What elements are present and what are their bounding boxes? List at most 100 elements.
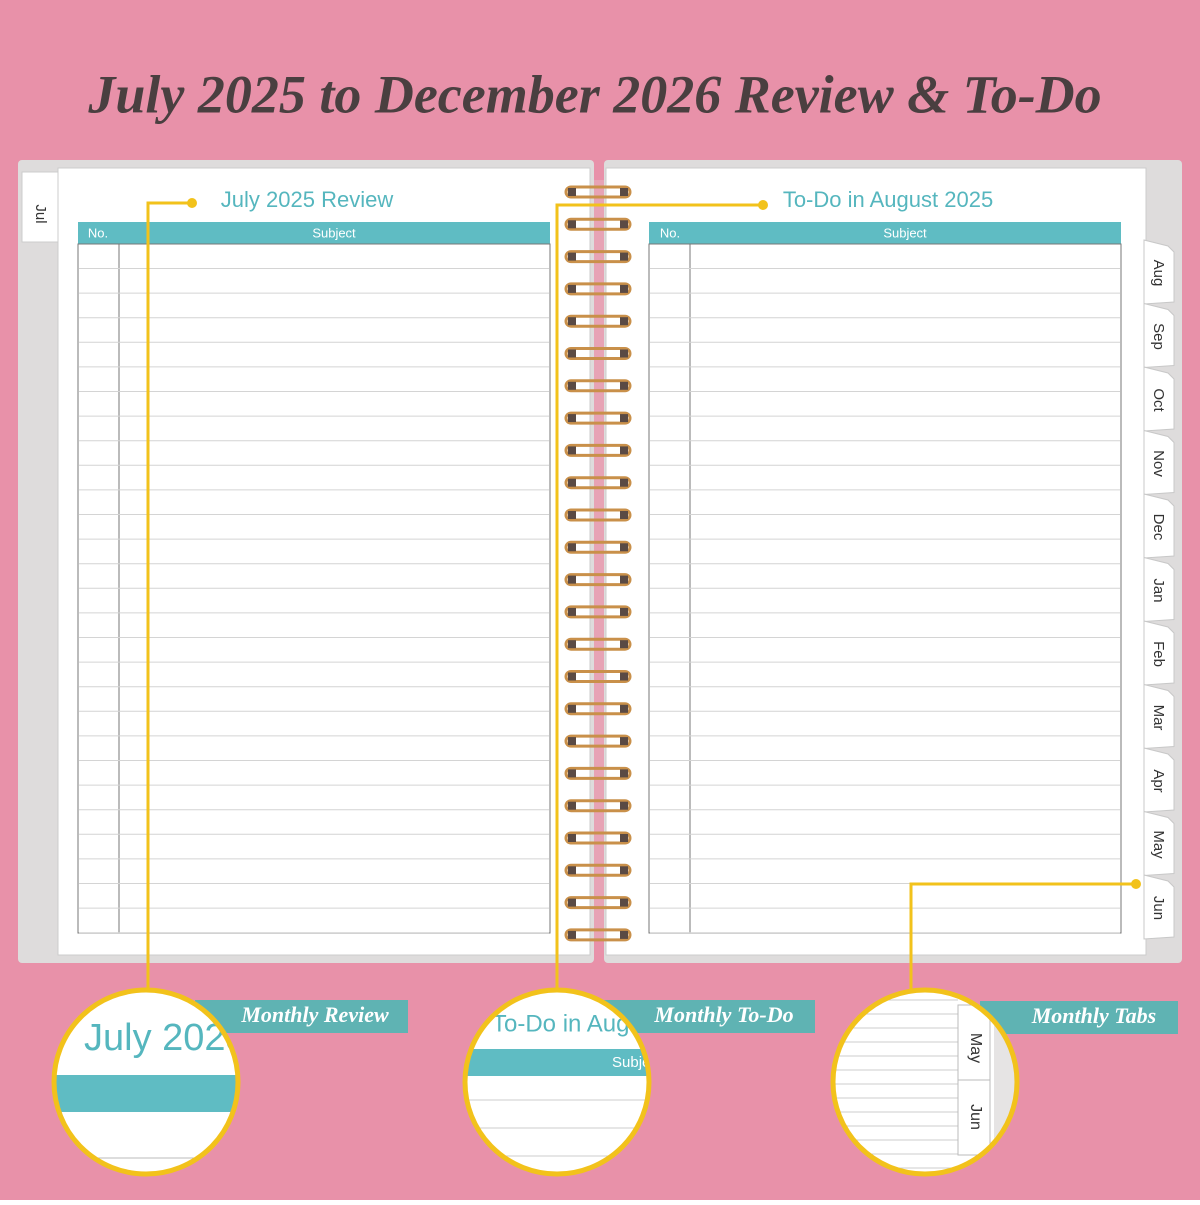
coil-hole — [620, 866, 628, 875]
coil-hole — [620, 381, 628, 390]
coil — [564, 573, 632, 587]
coil-hole — [568, 640, 576, 649]
tab-label: Sep — [1150, 323, 1167, 350]
zoom-text: July 2025 Review — [84, 1017, 382, 1059]
tab-label: Jun — [1150, 896, 1167, 920]
coil-hole — [620, 446, 628, 455]
tab-label: Nov — [1150, 450, 1167, 477]
coil-hole — [620, 575, 628, 584]
coil-hole — [620, 478, 628, 487]
tab-label: Jul — [32, 204, 49, 223]
coil — [564, 379, 632, 393]
tab-label: Aug — [1150, 260, 1167, 287]
coil-hole — [568, 607, 576, 616]
coil-hole — [620, 737, 628, 746]
coil — [564, 896, 632, 910]
callout-label: Monthly Review — [240, 1002, 389, 1027]
coil-hole — [568, 284, 576, 293]
coil-hole — [568, 834, 576, 842]
tab-label: Feb — [1150, 641, 1167, 667]
coil-hole — [568, 737, 576, 746]
coil — [564, 443, 632, 457]
coil-hole — [620, 414, 628, 423]
coil — [564, 508, 632, 522]
month-tab — [1143, 810, 1175, 877]
coil-hole — [620, 349, 628, 358]
coil — [564, 217, 632, 231]
coil — [564, 314, 632, 328]
coil — [564, 734, 632, 748]
zoom-todo: To-Do in August 2025 Subject — [467, 992, 647, 1172]
coil — [564, 766, 632, 780]
coil-hole — [568, 575, 576, 584]
coil-hole — [620, 898, 628, 907]
right-sheet — [605, 167, 1147, 956]
zoom-text: Jun — [967, 1104, 984, 1130]
column-header: No. — [88, 225, 108, 240]
zoom-ring — [462, 987, 652, 1177]
column-header: No. — [660, 225, 680, 240]
coil-hole — [568, 769, 576, 778]
coil-hole — [568, 930, 576, 939]
coil-hole — [620, 511, 628, 519]
coil-hole — [568, 381, 576, 390]
tab-label: Mar — [1150, 705, 1167, 731]
coil-hole — [568, 801, 576, 810]
tab-label: May — [1150, 830, 1167, 859]
tab-label: Dec — [1150, 514, 1167, 541]
coil-hole — [568, 543, 576, 552]
coil-hole — [568, 704, 576, 713]
left-sheet — [57, 167, 591, 956]
coil-hole — [620, 188, 628, 196]
callout-box — [600, 1000, 815, 1033]
coil-hole — [568, 866, 576, 875]
month-tab — [1143, 493, 1175, 559]
coil-hole — [620, 801, 628, 810]
coil-hole — [568, 317, 576, 326]
coil-hole — [568, 220, 576, 229]
coil-hole — [620, 930, 628, 939]
coil — [564, 185, 632, 199]
month-tab — [1143, 747, 1175, 813]
coil — [564, 282, 632, 296]
coil-hole — [620, 284, 628, 293]
coil-hole — [620, 252, 628, 261]
month-tab — [1143, 620, 1175, 686]
coil-hole — [568, 188, 576, 196]
coil-hole — [620, 834, 628, 842]
coil-hole — [620, 220, 628, 229]
zoom-ring — [830, 987, 1020, 1177]
coil — [564, 476, 632, 490]
coil — [564, 702, 632, 716]
callout-dots — [187, 198, 1141, 889]
month-tab — [1143, 429, 1175, 496]
coil-hole — [568, 898, 576, 907]
coil-hole — [568, 349, 576, 358]
column-header: Subject — [312, 225, 356, 240]
coil-hole — [620, 543, 628, 552]
coil — [564, 831, 632, 845]
month-tab — [1143, 366, 1175, 432]
month-tab — [1143, 239, 1175, 305]
coil-hole — [568, 672, 576, 681]
callout-box — [980, 1001, 1178, 1034]
zoom-ring — [51, 987, 241, 1177]
coil — [564, 347, 632, 360]
left-tab — [21, 171, 59, 243]
column-header: Subject — [883, 225, 927, 240]
month-tab — [1143, 683, 1175, 750]
coil-hole — [620, 769, 628, 778]
callout-lines — [146, 201, 1136, 990]
spine — [594, 180, 604, 940]
month-tab — [1143, 302, 1175, 369]
page-title: July 2025 Review — [221, 187, 394, 212]
coil-hole — [620, 640, 628, 649]
tab-label: Apr — [1150, 769, 1167, 792]
coil — [564, 637, 632, 651]
callout-label: Monthly To-Do — [653, 1002, 793, 1027]
coil-hole — [620, 672, 628, 681]
zoom-text: May — [967, 1033, 984, 1063]
page-title: To-Do in August 2025 — [783, 187, 993, 212]
coil — [564, 928, 632, 942]
